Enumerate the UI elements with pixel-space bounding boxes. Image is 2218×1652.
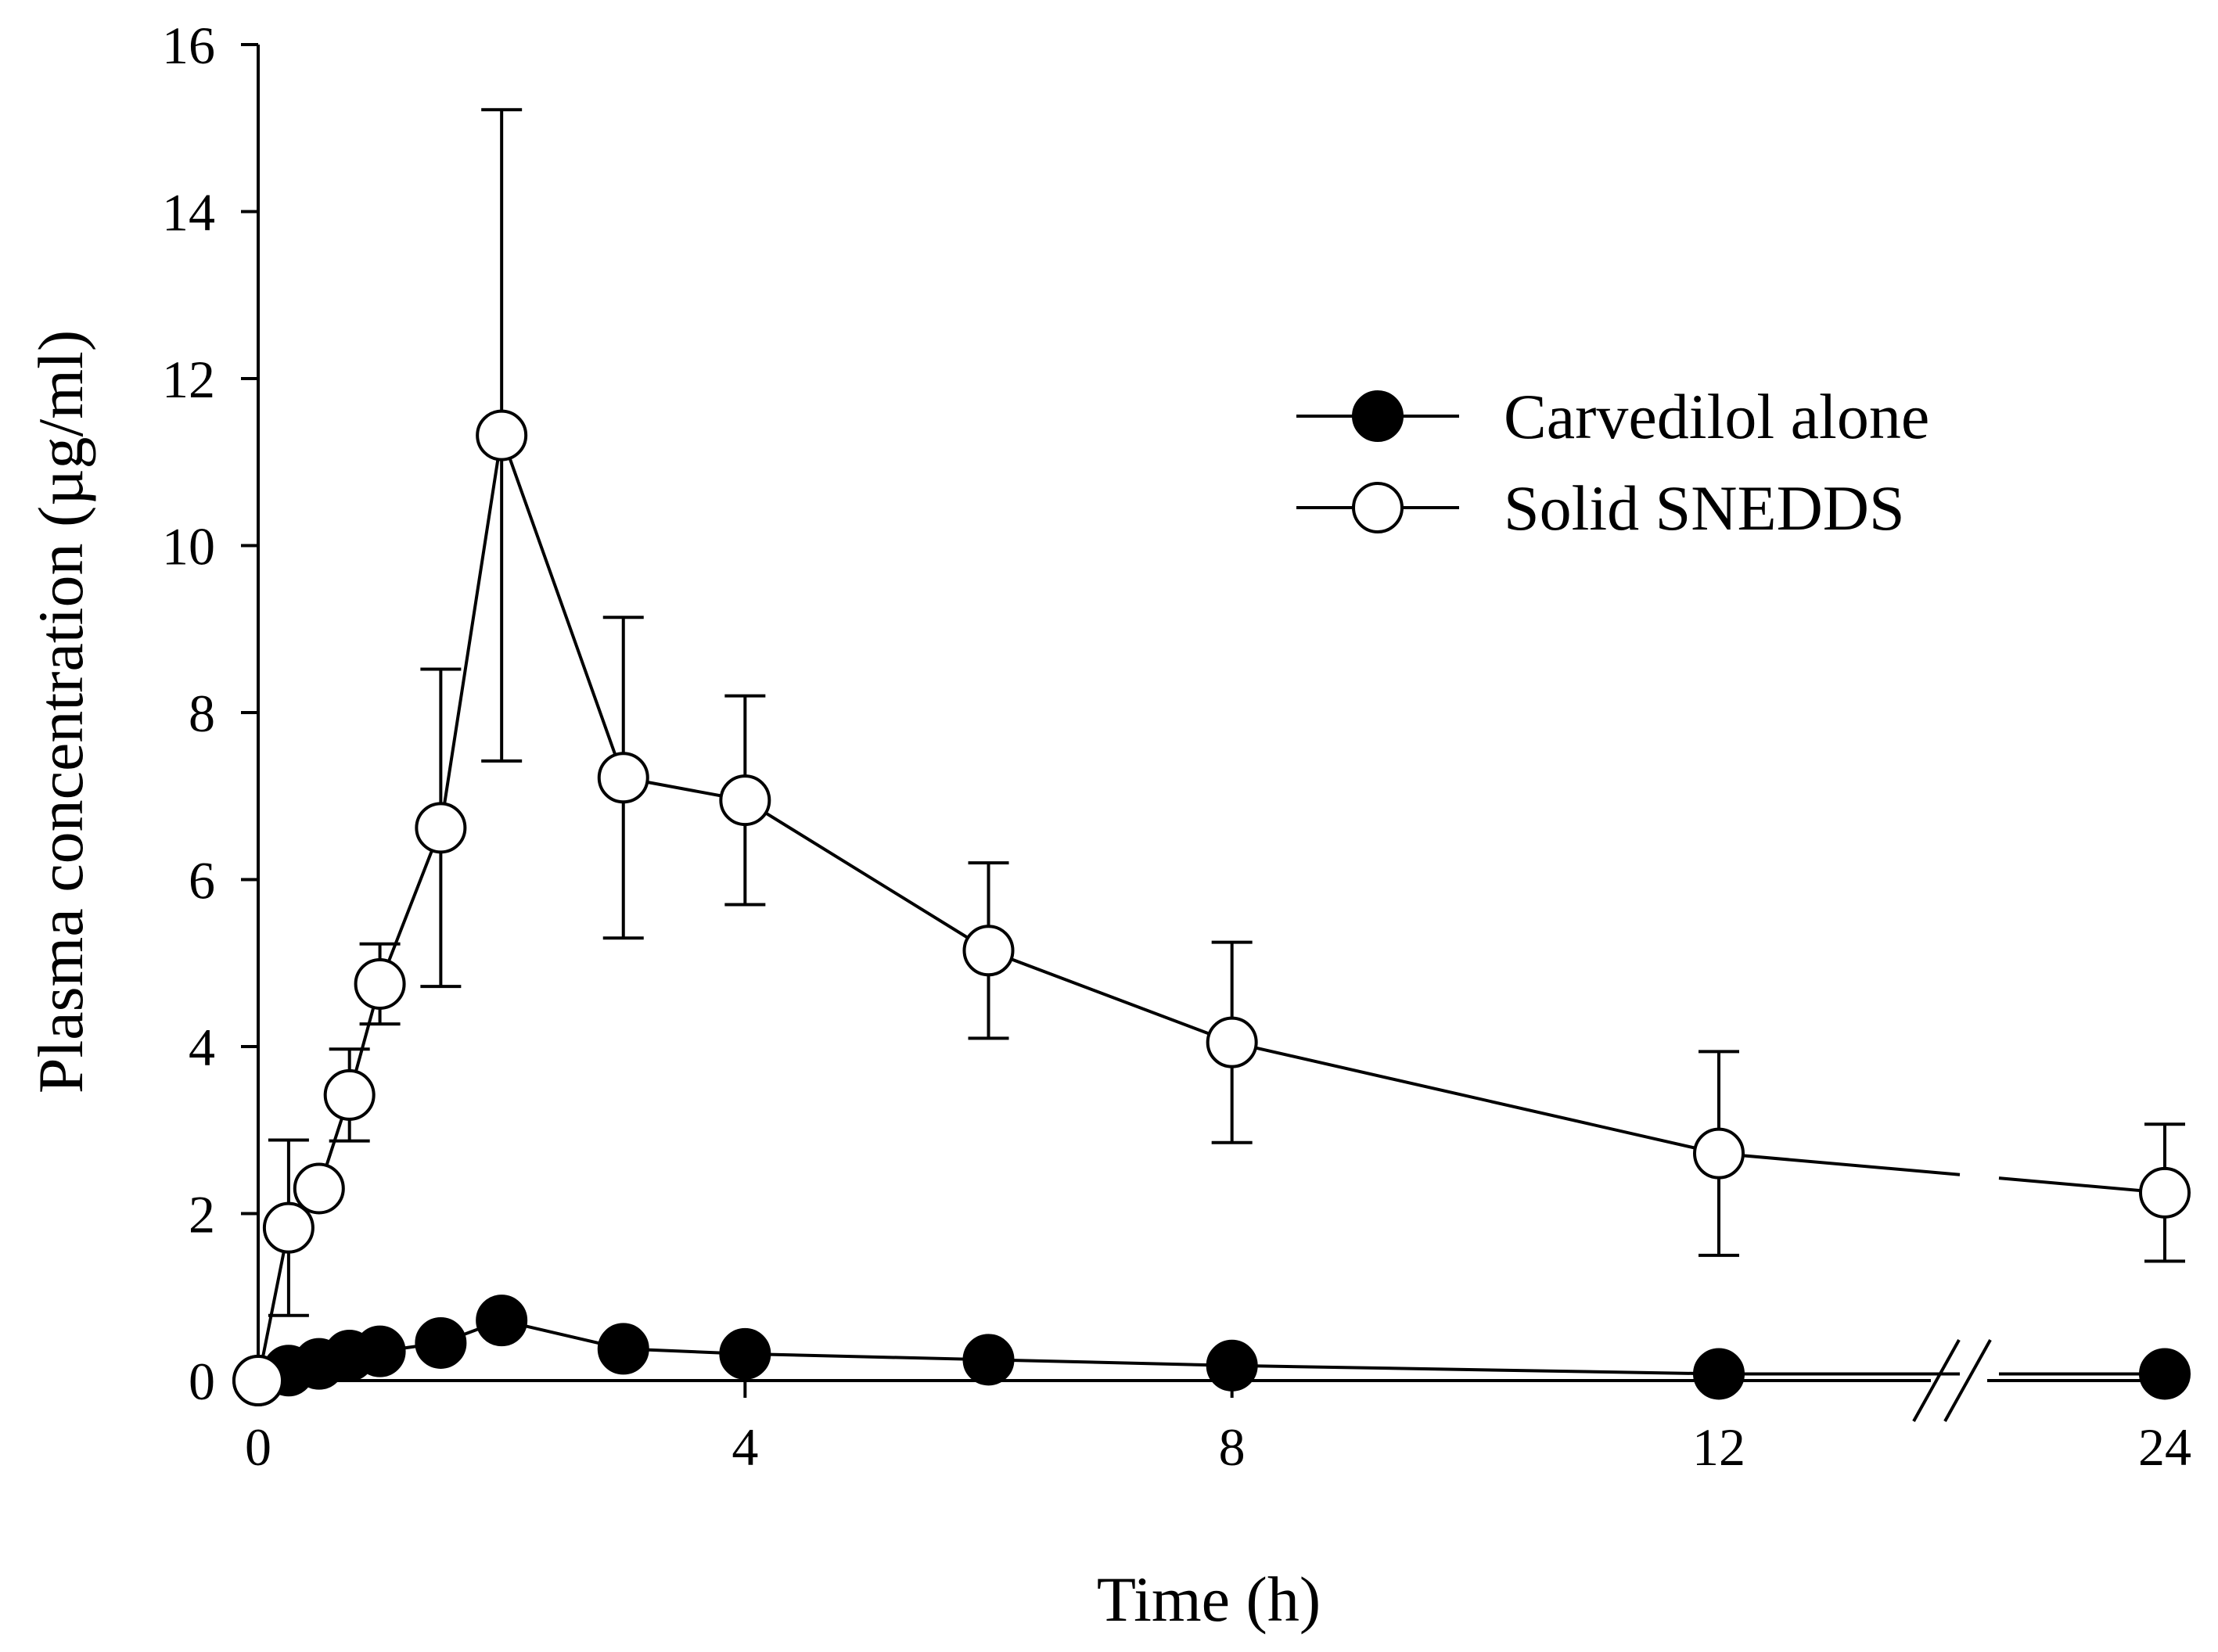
data-point <box>232 1355 284 1406</box>
data-point <box>719 1327 771 1380</box>
data-point <box>293 1162 345 1215</box>
series-line-segment <box>378 827 443 985</box>
x-tick-label: 24 <box>2138 1417 2191 1477</box>
data-point <box>1693 1127 1745 1180</box>
x-tick-label: 12 <box>1692 1417 1745 1477</box>
series-line-segment <box>1718 1151 1961 1176</box>
data-point <box>2139 1348 2191 1400</box>
data-point <box>719 774 771 827</box>
y-tick-label: 2 <box>189 1185 215 1244</box>
series-line-segment <box>439 435 504 828</box>
data-point <box>1206 1016 1258 1068</box>
x-tick-label: 4 <box>732 1417 758 1477</box>
y-tick-label: 8 <box>189 684 215 743</box>
series-line-segment <box>987 949 1233 1044</box>
data-point <box>597 1323 649 1375</box>
y-tick-label: 12 <box>162 350 215 409</box>
series-line-segment <box>745 1352 989 1362</box>
y-tick-label: 14 <box>162 183 215 242</box>
legend-label: Carvedilol alone <box>1504 381 1929 452</box>
y-tick-label: 0 <box>189 1352 215 1411</box>
data-point <box>962 925 1015 977</box>
x-tick-label: 0 <box>245 1417 271 1477</box>
y-tick-label: 16 <box>162 16 215 75</box>
series-line-segment <box>988 1358 1232 1367</box>
series-layer <box>232 108 2191 1406</box>
legend-marker-open <box>1352 482 1404 533</box>
data-point <box>476 409 528 461</box>
x-axis-title: Time (h) <box>1097 1564 1321 1635</box>
series-line-segment <box>1231 1363 1720 1376</box>
y-tick-label: 6 <box>189 851 215 910</box>
data-point <box>1693 1348 1745 1400</box>
data-point <box>323 1068 376 1121</box>
data-point <box>262 1201 315 1254</box>
data-point <box>2139 1166 2191 1219</box>
x-tick-label: 8 <box>1219 1417 1246 1477</box>
legend: Carvedilol alone Solid SNEDDS <box>1296 381 1929 544</box>
data-point <box>597 752 649 804</box>
axis-break-mark <box>1943 1339 1992 1422</box>
y-axis-title: Plasma concentration (µg/ml) <box>25 330 96 1094</box>
series-line-segment <box>257 1227 290 1381</box>
series-carvedilol-alone <box>232 1295 2191 1406</box>
series-line-segment <box>744 799 990 952</box>
legend-marker-filled <box>1352 390 1404 442</box>
axis-break-mark <box>1912 1339 1961 1422</box>
data-point <box>476 1295 528 1347</box>
data-point <box>415 1316 467 1369</box>
y-tick-label: 4 <box>189 1018 215 1077</box>
series-line-segment <box>500 434 625 778</box>
legend-label: Solid SNEDDS <box>1504 472 1905 544</box>
data-point <box>354 957 406 1010</box>
data-point <box>962 1334 1015 1386</box>
data-point <box>1206 1339 1258 1392</box>
series-solid-snedds <box>232 108 2191 1406</box>
y-tick-label: 10 <box>162 517 215 576</box>
series-line-segment <box>1998 1176 2166 1194</box>
series-line-segment <box>1231 1040 1720 1155</box>
data-point <box>354 1325 406 1377</box>
data-point <box>415 802 467 854</box>
